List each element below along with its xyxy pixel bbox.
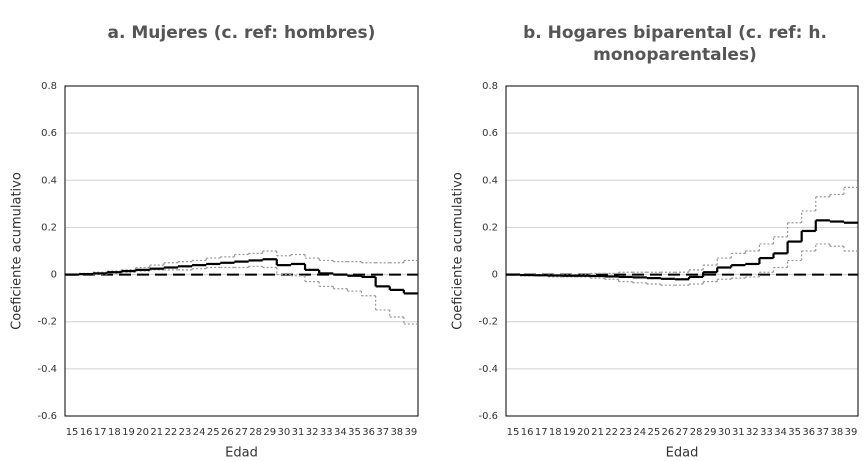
x-tick-label: 24 (633, 427, 646, 438)
x-tick-label: 25 (207, 427, 220, 438)
x-tick-label: 27 (235, 427, 248, 438)
y-tick-label: -0.6 (478, 411, 498, 422)
panel: a. Mujeres (c. ref: hombres) -0.6 -0.4 -0.… (10, 23, 419, 461)
y-tick-label: 0.4 (482, 175, 498, 186)
x-tick-label: 35 (348, 427, 361, 438)
panel: b. Hogares biparental (c. ref: h. monopa… (432, 0, 864, 461)
x-tick-label: 38 (390, 427, 403, 438)
x-tick-label: 16 (80, 427, 93, 438)
x-tick-label: 29 (263, 427, 276, 438)
x-axis-label: Edad (225, 446, 258, 461)
y-tick-label: 0.4 (41, 175, 57, 186)
x-tick-label: 26 (662, 427, 675, 438)
chart-title: b. Hogares biparental (c. ref: h. monopa… (523, 23, 827, 65)
y-tick-label: 0.8 (41, 81, 57, 92)
x-tick-label: 21 (591, 427, 604, 438)
plot-frame (505, 85, 859, 417)
x-tick-label: 16 (521, 427, 534, 438)
y-axis-label: Coeficiente acumulativo (10, 172, 25, 330)
y-tick-label: 0.6 (41, 128, 57, 139)
x-tick-label: 17 (535, 427, 548, 438)
x-tick-label: 23 (179, 427, 192, 438)
x-tick-label: 18 (549, 427, 562, 438)
y-tick-label: -0.2 (37, 317, 57, 328)
x-tick-label: 33 (320, 427, 333, 438)
y-tick-label: 0.2 (482, 222, 498, 233)
x-tick-label: 34 (334, 427, 347, 438)
x-tick-label: 39 (405, 427, 418, 438)
chart-title: a. Mujeres (c. ref: hombres) (107, 23, 376, 43)
x-tick-label: 30 (277, 427, 290, 438)
x-tick-label: 19 (563, 427, 576, 438)
chart: -0.6-0.4-0.200.20.40.60.815 16 17 18 19 20 21 2… (10, 81, 419, 461)
y-tick-label: 0 (492, 270, 498, 281)
y-tick-label: -0.6 (37, 411, 57, 422)
x-tick-label: 22 (605, 427, 618, 438)
y-tick-label: -0.2 (478, 317, 498, 328)
y-tick-label: -0.4 (37, 364, 57, 375)
x-tick-label: 37 (816, 427, 829, 438)
x-tick-label: 24 (193, 427, 206, 438)
x-tick-label: 30 (718, 427, 731, 438)
x-tick-label: 31 (732, 427, 745, 438)
x-tick-label: 28 (690, 427, 703, 438)
x-tick-label: 18 (108, 427, 121, 438)
y-axis-label: Coeficiente acumulativo (451, 172, 466, 330)
x-tick-label: 20 (577, 427, 590, 438)
x-tick-label: 31 (292, 427, 305, 438)
plot-frame (64, 85, 419, 417)
y-tick-label: 0.2 (41, 222, 57, 233)
x-tick-label: 39 (845, 427, 858, 438)
x-tick-label: 15 (66, 427, 79, 438)
x-tick-label: 34 (774, 427, 787, 438)
y-tick-label: 0.6 (482, 128, 498, 139)
x-tick-label: 15 (507, 427, 520, 438)
y-tick-label: 0 (51, 270, 57, 281)
x-tick-label: 37 (376, 427, 389, 438)
x-tick-label: 38 (831, 427, 844, 438)
x-tick-label: 22 (165, 427, 178, 438)
x-tick-label: 33 (760, 427, 773, 438)
y-tick-label: 0.8 (482, 81, 498, 92)
x-tick-label: 23 (619, 427, 632, 438)
x-tick-label: 26 (221, 427, 234, 438)
x-axis-label: Edad (666, 446, 699, 461)
x-tick-label: 21 (150, 427, 163, 438)
x-tick-label: 32 (746, 427, 759, 438)
x-tick-label: 29 (704, 427, 717, 438)
x-tick-label: 36 (362, 427, 375, 438)
x-tick-label: 36 (802, 427, 815, 438)
chart: -0.6-0.4-0.200.20.40.60.815 16 17 18 19 20 21 2… (451, 81, 859, 461)
x-tick-label: 35 (788, 427, 801, 438)
x-tick-label: 27 (676, 427, 689, 438)
x-tick-label: 25 (647, 427, 660, 438)
x-tick-label: 20 (136, 427, 149, 438)
x-tick-label: 32 (306, 427, 319, 438)
y-tick-label: -0.4 (478, 364, 498, 375)
x-tick-label: 17 (94, 427, 107, 438)
x-tick-label: 28 (249, 427, 262, 438)
x-tick-label: 19 (122, 427, 135, 438)
